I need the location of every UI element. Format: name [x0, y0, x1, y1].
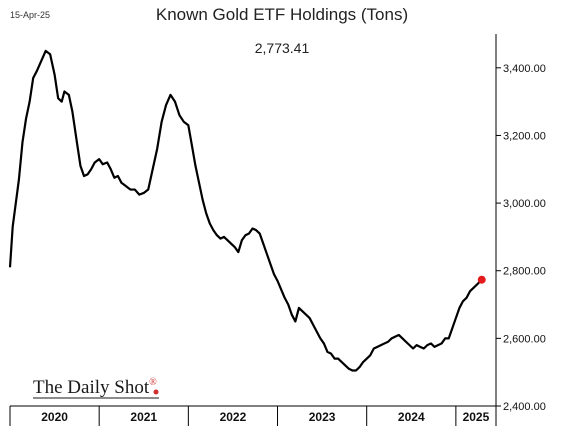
last-value-point [477, 275, 486, 284]
series-layer [8, 49, 486, 372]
brand-registered-mark: ® [149, 377, 157, 388]
latest-value-label: 2,773.41 [255, 40, 310, 56]
brand-name: The Daily Shot® [33, 377, 157, 398]
x-tick-label: 2025 [463, 410, 490, 424]
x-tick-label: 2023 [309, 410, 336, 424]
y-tick-label: 3,400.00 [503, 63, 546, 75]
brand-name-text: The Daily Shot [33, 377, 150, 398]
x-tick-label: 2021 [130, 410, 157, 424]
brand-dot [153, 389, 159, 395]
holdings-series-line [8, 49, 483, 372]
y-tick-label: 2,800.00 [503, 266, 546, 278]
x-tick-label: 2020 [41, 410, 68, 424]
y-tick-label: 3,000.00 [503, 198, 546, 210]
chart-title: Known Gold ETF Holdings (Tons) [156, 5, 408, 24]
x-tick-label: 2024 [398, 410, 425, 424]
y-tick-label: 2,600.00 [503, 333, 546, 345]
y-tick-label: 2,400.00 [503, 401, 546, 413]
brand-watermark: The Daily Shot® [33, 377, 159, 399]
y-axis: 2,400.00 2,600.00 2,800.00 3,000.00 3,200.00… [495, 34, 546, 413]
x-tick-label: 2022 [220, 410, 247, 424]
y-tick-label: 3,200.00 [503, 130, 546, 142]
date-stamp: 15-Apr-25 [10, 10, 50, 20]
x-axis: 2020 2021 2022 2023 2024 2025 [9, 405, 497, 426]
